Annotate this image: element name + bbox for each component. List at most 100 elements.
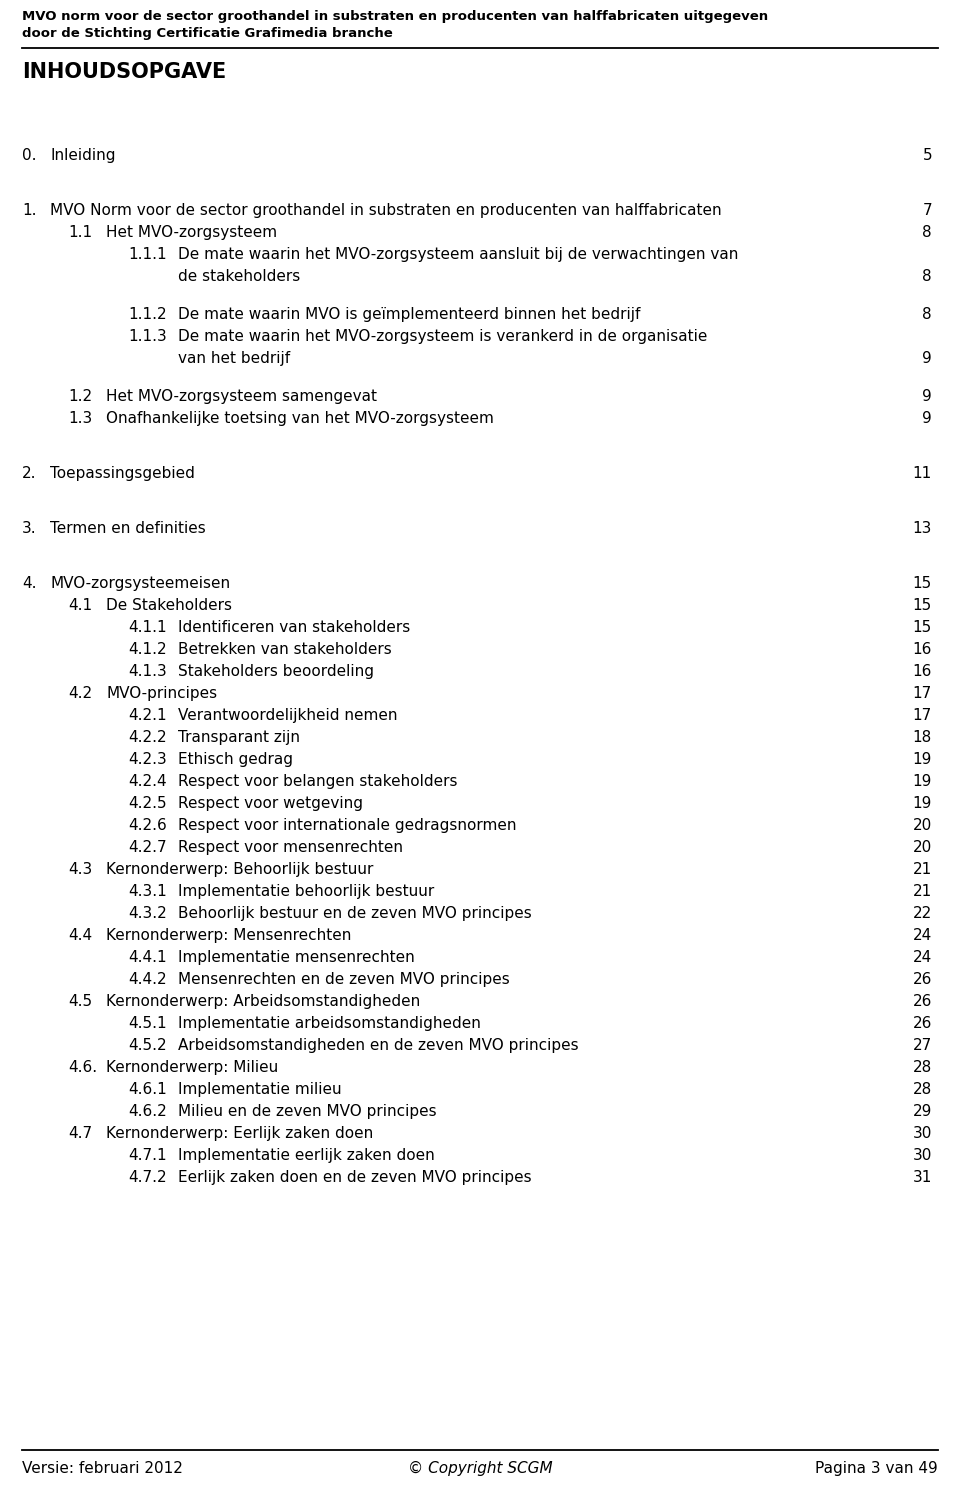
Text: 4.7.1: 4.7.1	[128, 1147, 167, 1162]
Text: © Copyright SCGM: © Copyright SCGM	[408, 1462, 552, 1477]
Text: De mate waarin het MVO-zorgsysteem aansluit bij de verwachtingen van: De mate waarin het MVO-zorgsysteem aansl…	[178, 247, 738, 262]
Text: MVO norm voor de sector groothandel in substraten en producenten van halffabrica: MVO norm voor de sector groothandel in s…	[22, 10, 768, 22]
Text: 15: 15	[913, 619, 932, 634]
Text: 4.2.4: 4.2.4	[128, 773, 167, 788]
Text: 4.2.3: 4.2.3	[128, 752, 167, 767]
Text: 4.4.2: 4.4.2	[128, 972, 167, 987]
Text: 4.2: 4.2	[68, 687, 92, 702]
Text: Toepassingsgebied: Toepassingsgebied	[50, 465, 195, 482]
Text: 4.1.1: 4.1.1	[128, 619, 167, 634]
Text: 22: 22	[913, 907, 932, 922]
Text: 16: 16	[913, 642, 932, 657]
Text: 26: 26	[913, 993, 932, 1008]
Text: Milieu en de zeven MVO principes: Milieu en de zeven MVO principes	[178, 1104, 437, 1119]
Text: Onafhankelijke toetsing van het MVO-zorgsysteem: Onafhankelijke toetsing van het MVO-zorg…	[106, 411, 493, 426]
Text: De Stakeholders: De Stakeholders	[106, 598, 232, 613]
Text: Respect voor wetgeving: Respect voor wetgeving	[178, 796, 363, 811]
Text: Implementatie behoorlijk bestuur: Implementatie behoorlijk bestuur	[178, 884, 434, 899]
Text: Termen en definities: Termen en definities	[50, 521, 205, 536]
Text: 4.6.: 4.6.	[68, 1061, 97, 1076]
Text: Implementatie mensenrechten: Implementatie mensenrechten	[178, 950, 415, 965]
Text: 4.2.1: 4.2.1	[128, 708, 167, 723]
Text: Het MVO-zorgsysteem samengevat: Het MVO-zorgsysteem samengevat	[106, 389, 377, 404]
Text: 21: 21	[913, 862, 932, 877]
Text: 4.: 4.	[22, 576, 36, 591]
Text: 1.1.3: 1.1.3	[128, 329, 167, 344]
Text: 17: 17	[913, 708, 932, 723]
Text: 4.6.1: 4.6.1	[128, 1082, 167, 1097]
Text: Betrekken van stakeholders: Betrekken van stakeholders	[178, 642, 392, 657]
Text: MVO Norm voor de sector groothandel in substraten en producenten van halffabrica: MVO Norm voor de sector groothandel in s…	[50, 203, 722, 218]
Text: 30: 30	[913, 1147, 932, 1162]
Text: 18: 18	[913, 730, 932, 745]
Text: 4.1.3: 4.1.3	[128, 664, 167, 679]
Text: Behoorlijk bestuur en de zeven MVO principes: Behoorlijk bestuur en de zeven MVO princ…	[178, 907, 532, 922]
Text: 30: 30	[913, 1126, 932, 1141]
Text: 1.3: 1.3	[68, 411, 92, 426]
Text: 4.3.2: 4.3.2	[128, 907, 167, 922]
Text: 4.6.2: 4.6.2	[128, 1104, 167, 1119]
Text: 7: 7	[923, 203, 932, 218]
Text: 4.4: 4.4	[68, 928, 92, 942]
Text: Het MVO-zorgsysteem: Het MVO-zorgsysteem	[106, 224, 277, 239]
Text: Implementatie milieu: Implementatie milieu	[178, 1082, 342, 1097]
Text: 9: 9	[923, 411, 932, 426]
Text: Mensenrechten en de zeven MVO principes: Mensenrechten en de zeven MVO principes	[178, 972, 510, 987]
Text: Ethisch gedrag: Ethisch gedrag	[178, 752, 293, 767]
Text: 2.: 2.	[22, 465, 36, 482]
Text: 4.5: 4.5	[68, 993, 92, 1008]
Text: INHOUDSOPGAVE: INHOUDSOPGAVE	[22, 61, 227, 82]
Text: Kernonderwerp: Milieu: Kernonderwerp: Milieu	[106, 1061, 278, 1076]
Text: Eerlijk zaken doen en de zeven MVO principes: Eerlijk zaken doen en de zeven MVO princ…	[178, 1170, 532, 1185]
Text: 20: 20	[913, 839, 932, 856]
Text: 19: 19	[913, 752, 932, 767]
Text: 19: 19	[913, 796, 932, 811]
Text: van het bedrijf: van het bedrijf	[178, 352, 290, 367]
Text: 17: 17	[913, 687, 932, 702]
Text: door de Stichting Certificatie Grafimedia branche: door de Stichting Certificatie Grafimedi…	[22, 27, 393, 40]
Text: Stakeholders beoordeling: Stakeholders beoordeling	[178, 664, 374, 679]
Text: Pagina 3 van 49: Pagina 3 van 49	[815, 1462, 938, 1477]
Text: Kernonderwerp: Eerlijk zaken doen: Kernonderwerp: Eerlijk zaken doen	[106, 1126, 373, 1141]
Text: 1.: 1.	[22, 203, 36, 218]
Text: 24: 24	[913, 928, 932, 942]
Text: 24: 24	[913, 950, 932, 965]
Text: Arbeidsomstandigheden en de zeven MVO principes: Arbeidsomstandigheden en de zeven MVO pr…	[178, 1038, 579, 1053]
Text: 1.1.2: 1.1.2	[128, 307, 167, 322]
Text: 13: 13	[913, 521, 932, 536]
Text: Kernonderwerp: Behoorlijk bestuur: Kernonderwerp: Behoorlijk bestuur	[106, 862, 373, 877]
Text: 15: 15	[913, 576, 932, 591]
Text: 1.2: 1.2	[68, 389, 92, 404]
Text: 29: 29	[913, 1104, 932, 1119]
Text: de stakeholders: de stakeholders	[178, 269, 300, 284]
Text: 21: 21	[913, 884, 932, 899]
Text: 28: 28	[913, 1082, 932, 1097]
Text: 5: 5	[923, 148, 932, 163]
Text: 4.2.2: 4.2.2	[128, 730, 167, 745]
Text: 28: 28	[913, 1061, 932, 1076]
Text: 8: 8	[923, 307, 932, 322]
Text: 16: 16	[913, 664, 932, 679]
Text: De mate waarin MVO is geïmplementeerd binnen het bedrijf: De mate waarin MVO is geïmplementeerd bi…	[178, 307, 640, 322]
Text: 4.2.5: 4.2.5	[128, 796, 167, 811]
Text: 4.3.1: 4.3.1	[128, 884, 167, 899]
Text: Respect voor mensenrechten: Respect voor mensenrechten	[178, 839, 403, 856]
Text: 1.1.1: 1.1.1	[128, 247, 167, 262]
Text: 4.2.6: 4.2.6	[128, 818, 167, 833]
Text: 4.5.2: 4.5.2	[128, 1038, 167, 1053]
Text: Implementatie eerlijk zaken doen: Implementatie eerlijk zaken doen	[178, 1147, 435, 1162]
Text: 4.2.7: 4.2.7	[128, 839, 167, 856]
Text: Respect voor internationale gedragsnormen: Respect voor internationale gedragsnorme…	[178, 818, 516, 833]
Text: 26: 26	[913, 1016, 932, 1031]
Text: 26: 26	[913, 972, 932, 987]
Text: MVO-principes: MVO-principes	[106, 687, 217, 702]
Text: 11: 11	[913, 465, 932, 482]
Text: Identificeren van stakeholders: Identificeren van stakeholders	[178, 619, 410, 634]
Text: Transparant zijn: Transparant zijn	[178, 730, 300, 745]
Text: 4.3: 4.3	[68, 862, 92, 877]
Text: Verantwoordelijkheid nemen: Verantwoordelijkheid nemen	[178, 708, 397, 723]
Text: 20: 20	[913, 818, 932, 833]
Text: 9: 9	[923, 389, 932, 404]
Text: 27: 27	[913, 1038, 932, 1053]
Text: 4.5.1: 4.5.1	[128, 1016, 167, 1031]
